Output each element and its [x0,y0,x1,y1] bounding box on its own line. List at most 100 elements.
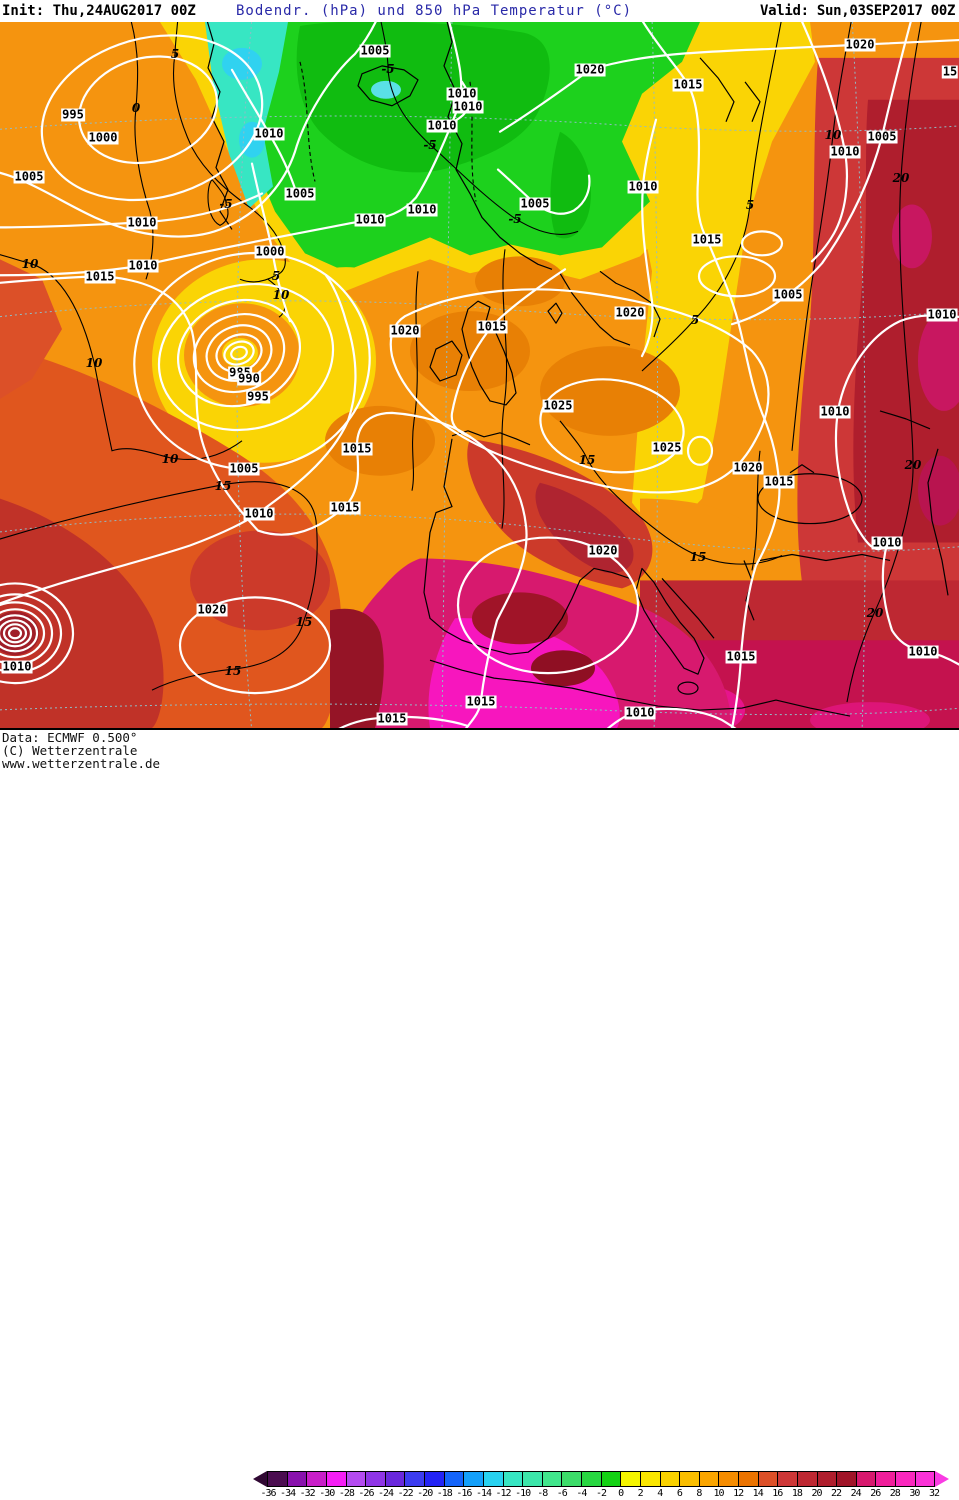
pressure-label: 1015 [725,649,757,664]
colorbar-cell [719,1472,739,1486]
pressure-label: 1010 [627,179,659,194]
pressure-label: 1020 [732,460,764,475]
colorbar-tick-label: 16 [772,1488,783,1499]
pressure-label: 1005 [519,196,551,211]
pressure-label: 1010 [624,705,656,720]
pressure-label: 1005 [13,169,45,184]
colorbar-left-arrow-icon [253,1471,267,1487]
temperature-label: 15 [578,453,596,467]
temperature-label: 10 [161,452,179,466]
pressure-label: 1020 [574,62,606,77]
colorbar-cell [758,1472,779,1486]
temperature-label: 20 [866,606,884,620]
colorbar-tick-label: -16 [456,1488,472,1499]
colorbar-cell [680,1472,700,1486]
colorbar-tick-label: -36 [260,1488,276,1499]
colorbar-tick-label: -28 [338,1488,355,1499]
pressure-label: 1015 [763,474,795,489]
pressure-label: 990 [237,371,261,386]
colorbar-cell [483,1472,504,1486]
temperature-label: 10 [21,257,39,271]
pressure-label: 1020 [614,305,646,320]
pressure-label: 1000 [87,130,119,145]
data-source-label: Data: ECMWF 0.500° [2,730,138,745]
colorbar-tick-label: -18 [436,1488,453,1499]
temperature-label: 15 [295,615,313,629]
colorbar-cell [523,1472,543,1486]
colorbar-cell [778,1472,798,1486]
pressure-label: 1025 [542,398,574,413]
copyright-label: (C) Wetterzentrale [2,743,138,758]
pressure-label: 1010 [829,144,861,159]
colorbar-tick-label: -26 [358,1488,374,1499]
colorbar-tick-label: -12 [495,1488,512,1499]
temperature-label: -5 [381,62,395,76]
colorbar-cell [817,1472,838,1486]
pressure-label: 1015 [672,77,704,92]
colorbar-cell [837,1472,857,1486]
pressure-label: 1010 [253,126,285,141]
temperature-label: 10 [272,288,290,302]
colorbar-tick-label: 10 [713,1488,724,1499]
pressure-label: 1010 [907,644,939,659]
temperature-label: 15 [689,550,707,564]
pressure-label: 995 [61,107,85,122]
colorbar-cell [268,1472,288,1486]
colorbar-cell [621,1472,641,1486]
pressure-label: 1020 [587,543,619,558]
temperature-label: 5 [271,269,281,283]
pressure-label: 1015 [465,694,497,709]
pressure-label: 1010 [452,99,484,114]
colorbar-cell [287,1472,308,1486]
website-link[interactable]: www.wetterzentrale.de [2,756,161,771]
colorbar-cell [425,1472,445,1486]
temperature-label: 5 [690,313,700,327]
colorbar-cell [582,1472,602,1486]
pressure-label: 1010 [127,258,159,273]
pressure-label: 1020 [196,602,228,617]
temperature-label: -5 [423,138,437,152]
temperature-label: 10 [824,128,842,142]
pressure-label: 1010 [446,86,478,101]
colorbar-cell [699,1472,720,1486]
temperature-label: -5 [508,212,522,226]
temperature-label: 20 [892,171,910,185]
colorbar-cell [915,1472,935,1486]
colorbar-tick-label: -6 [556,1488,568,1499]
temperature-label: 5 [745,198,755,212]
map-label-layer: 995 1000 1005 1010 1010 1005 1000 1005 1010 1010 1… [0,22,959,728]
colorbar-cell [444,1472,465,1486]
pressure-label: 1005 [284,186,316,201]
pressure-label: 1010 [126,215,158,230]
colorbar-tick-label: -10 [515,1488,531,1499]
pressure-label: 1010 [243,506,275,521]
pressure-label: 1015 [84,269,116,284]
header-bar: Init: Thu,24AUG2017 00Z Bodendr. (hPa) u… [0,0,959,22]
colorbar-tick-label: 0 [618,1488,624,1499]
pressure-label: 1010 [871,535,903,550]
temperature-label: 20 [904,458,922,472]
footer-bar: Data: ECMWF 0.500° (C) Wetterzentrale ww… [0,730,959,1499]
colorbar-tick-label: -8 [537,1488,548,1499]
colorbar-tick-label: -14 [475,1488,492,1499]
pressure-label: 1010 [406,202,438,217]
pressure-label: 1020 [389,323,421,338]
pressure-label: 1010 [426,118,458,133]
colorbar-tick-label: 4 [657,1488,663,1499]
colorbar-cell [660,1472,681,1486]
colorbar-tick-label: 26 [870,1488,881,1499]
colorbar-tick-label: -24 [377,1488,394,1499]
colorbar-cell [385,1472,406,1486]
colorbar-cell [366,1472,386,1486]
pressure-label: 1010 [1,659,33,674]
colorbar-cell [346,1472,367,1486]
pressure-label: 1020 [844,37,876,52]
colorbar-tick-label: 32 [928,1488,940,1499]
pressure-label: 1010 [926,307,958,322]
colorbar-cell [896,1472,916,1486]
temperature-label: -5 [219,197,233,211]
colorbar-cells [267,1471,935,1487]
temperature-label: 5 [170,47,180,61]
pressure-label: 1015 [691,232,723,247]
